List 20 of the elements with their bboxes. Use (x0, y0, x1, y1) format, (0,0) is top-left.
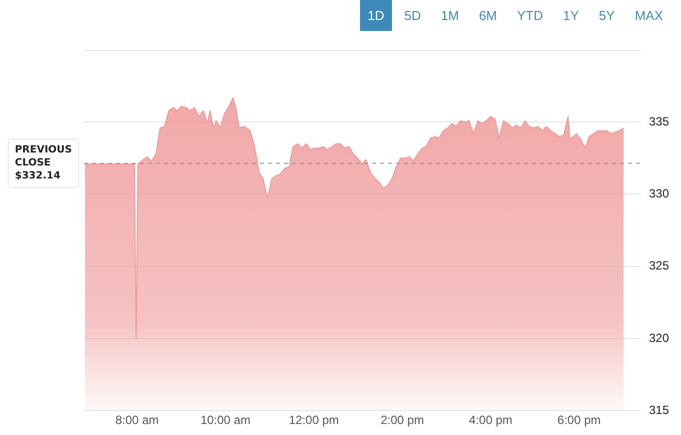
x-tick-label: 12:00 pm (288, 413, 339, 428)
text: YTD (516, 7, 544, 25)
y-tick-label: 335 (648, 114, 670, 128)
ref-line-label: PREVIOUS CLOSE $332.14 (14, 144, 72, 182)
text: 1M (440, 7, 460, 25)
x-tick-label: 2:00 pm (380, 413, 424, 428)
y-tick-label: 320 (648, 330, 670, 345)
text: 5Y (598, 7, 616, 25)
x-tick-label: 4:00 pm (469, 413, 512, 428)
y-tick-label: 330 (648, 186, 670, 201)
text: 6M (478, 7, 498, 25)
text: 1D (360, 0, 392, 31)
x-tick-label: 6:00 pm (557, 413, 601, 428)
text: MAX (634, 7, 664, 25)
x-tick-label: 10:00 am (200, 413, 250, 428)
x-tick-label: 8:00 am (115, 413, 159, 428)
y-tick-label: 325 (648, 258, 670, 273)
y-tick-label: 315 (648, 402, 670, 417)
text: 1Y (562, 7, 580, 25)
text: 5D (403, 7, 422, 25)
